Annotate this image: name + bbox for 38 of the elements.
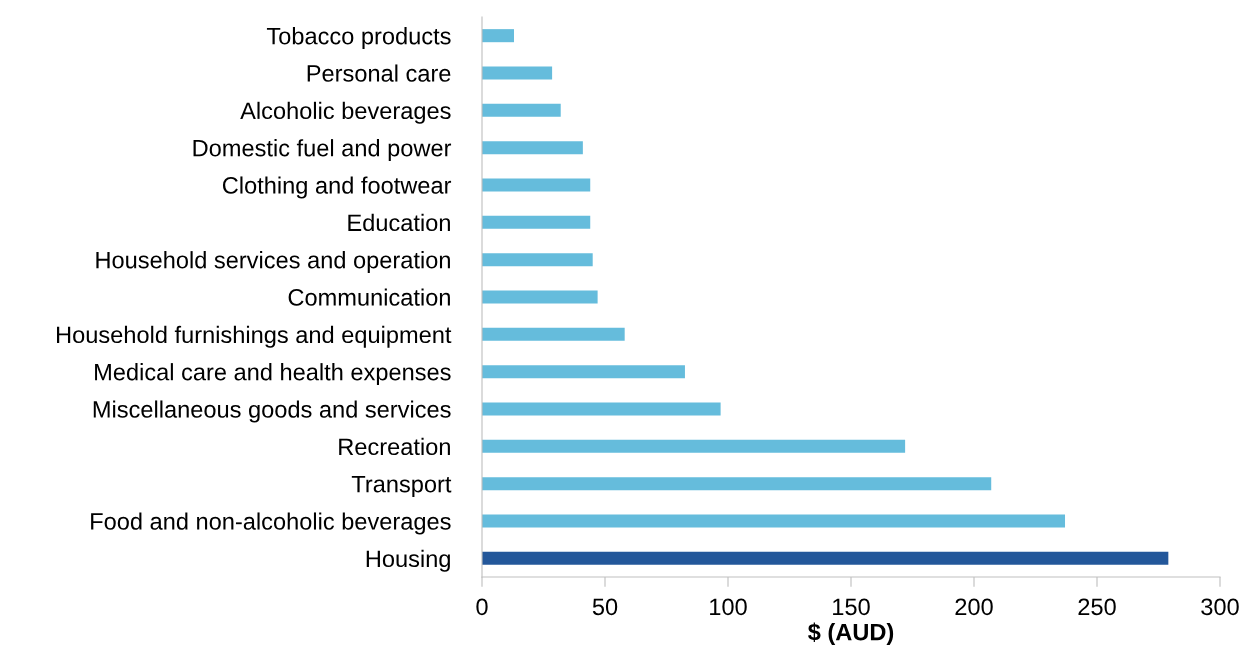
y-tick-label: Housing bbox=[366, 549, 450, 572]
x-tick-label: 200 bbox=[955, 598, 993, 616]
bar bbox=[482, 402, 721, 416]
bar bbox=[482, 551, 1169, 565]
x-tick-label: 0 bbox=[476, 598, 488, 616]
bar bbox=[482, 103, 561, 117]
y-tick-label: Medical care and health expenses bbox=[95, 363, 451, 386]
y-tick-label: Household services and operation bbox=[96, 251, 450, 274]
y-tick-label: Personal care bbox=[307, 64, 451, 82]
bar bbox=[482, 439, 906, 453]
x-tick-label: 250 bbox=[1078, 598, 1116, 616]
y-tick-label: Domestic fuel and power bbox=[193, 139, 452, 162]
bar bbox=[482, 514, 1066, 528]
y-tick-label: Household furnishings and equipment bbox=[57, 325, 452, 348]
bar bbox=[482, 215, 591, 229]
y-tick-label: Education bbox=[348, 213, 450, 232]
bar bbox=[482, 141, 583, 155]
y-tick-label: Recreation bbox=[339, 437, 450, 456]
y-tick-label: Clothing and footwear bbox=[222, 176, 452, 199]
y-tick-label: Miscellaneous goods and services bbox=[93, 400, 451, 423]
bar bbox=[482, 290, 598, 304]
bar bbox=[482, 253, 593, 267]
x-tick-label: 150 bbox=[833, 598, 870, 616]
y-tick-label: Transport bbox=[351, 475, 452, 498]
bar bbox=[482, 29, 514, 43]
x-axis-title: $ (AUD) bbox=[808, 622, 894, 646]
bar bbox=[482, 327, 625, 341]
x-tick-label: 300 bbox=[1201, 598, 1239, 616]
bar bbox=[482, 477, 992, 491]
bar bbox=[482, 66, 553, 80]
bar bbox=[482, 365, 685, 379]
bar bbox=[482, 178, 591, 192]
x-tick-label: 100 bbox=[710, 598, 747, 616]
y-tick-label: Tobacco products bbox=[266, 27, 451, 50]
y-tick-label: Alcoholic beverages bbox=[240, 101, 451, 124]
y-tick-label: Food and non-alcoholic beverages bbox=[91, 512, 451, 535]
x-tick-label: 50 bbox=[592, 598, 618, 616]
y-tick-label: Communication bbox=[288, 288, 450, 306]
